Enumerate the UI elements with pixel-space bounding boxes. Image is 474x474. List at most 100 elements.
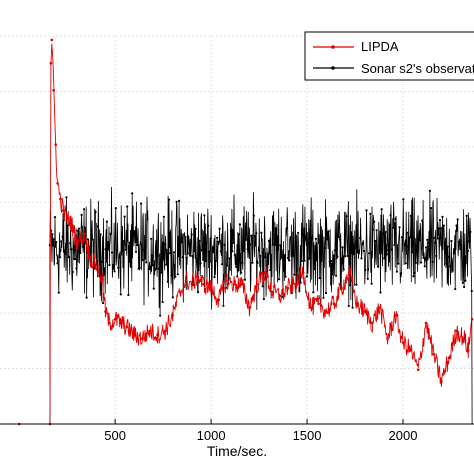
data-point-sonar [371,228,374,231]
data-point-sonar [289,236,292,239]
data-point-sonar [437,227,440,230]
x-tick-label: 1500 [293,428,322,443]
data-point-sonar [274,243,277,246]
data-point-sonar [107,241,110,244]
data-point-sonar [385,253,388,256]
data-point-sonar [411,251,414,254]
data-point-sonar [231,250,234,253]
legend-marker-lipda [331,45,335,49]
data-point-sonar [142,248,145,251]
data-point-sonar [194,227,197,230]
x-axis-title: Time/sec. [207,443,267,459]
data-point-sonar [432,236,435,239]
data-point-sonar [351,306,354,309]
data-point-sonar [141,258,144,262]
data-point-sonar [345,215,348,218]
data-point-sonar [421,219,424,222]
data-point-sonar [259,254,262,257]
data-point-sonar [56,262,59,265]
data-point-sonar [321,241,324,244]
data-point-sonar [181,256,184,259]
legend-box [304,31,474,81]
data-point-sonar [143,257,146,260]
data-point-sonar [134,250,138,253]
data-point-sonar [359,237,362,240]
data-point-sonar [452,252,455,255]
data-point-sonar [77,227,81,230]
data-point-lipda [271,290,274,294]
data-point-sonar [199,262,202,265]
data-point-lipda [49,61,53,65]
data-point-sonar [399,272,402,275]
data-point-sonar [436,237,439,240]
data-point-sonar [232,241,235,244]
data-point-sonar [275,228,278,231]
data-point-sonar [388,260,391,263]
data-point-sonar [150,237,153,240]
data-point-sonar [450,239,453,243]
data-point-sonar [222,304,225,307]
data-point-sonar [465,214,468,217]
data-point-sonar [311,237,314,240]
data-point-sonar [103,268,106,271]
data-point-sonar [195,258,198,261]
data-point-sonar [198,239,201,242]
data-point-sonar [117,266,120,269]
data-point-sonar [100,260,103,263]
data-point-sonar [94,211,97,214]
data-point-lipda [401,341,405,344]
series-line-lipda [0,43,473,425]
x-tick-label: 1000 [197,428,226,443]
data-point-sonar [390,248,393,251]
data-point-sonar [242,250,245,253]
data-point-lipda [133,333,136,337]
data-point-sonar [226,264,229,267]
data-point-sonar [156,254,159,257]
data-point-sonar [64,252,67,255]
data-point-sonar [152,287,155,290]
data-point-sonar [278,278,281,281]
data-point-sonar [403,243,406,246]
data-point-sonar [308,257,311,260]
data-point-lipda [65,217,69,220]
data-point-sonar [418,239,421,242]
data-point-sonar [285,227,288,230]
data-point-sonar [84,227,87,230]
data-point-sonar [71,270,74,274]
data-point-sonar [203,214,206,217]
data-point-sonar [295,269,298,272]
data-point-sonar [293,273,296,276]
data-point-lipda [100,275,103,278]
data-point-sonar [327,230,330,233]
data-point-sonar [360,257,363,260]
data-point-sonar [118,256,121,259]
data-point-sonar [333,249,336,252]
data-point-lipda [202,283,205,286]
data-point-sonar [341,246,344,249]
data-point-lipda [317,302,320,306]
data-point-sonar [245,238,248,241]
data-point-sonar [445,262,448,265]
data-point-sonar [167,198,171,201]
data-point-sonar [175,200,178,203]
data-point-lipda [119,321,123,325]
data-point-sonar [356,251,359,254]
data-point-lipda [294,283,297,286]
data-point-lipda [94,263,98,267]
data-point-sonar [124,248,127,251]
data-point-sonar [127,293,130,297]
data-point-sonar [241,261,244,264]
data-point-sonar [430,207,433,210]
data-point-sonar [376,265,379,268]
data-point-sonar [316,256,319,259]
data-point-lipda [409,349,413,352]
data-point-sonar [254,234,257,237]
data-point-sonar [454,287,457,291]
data-point-sonar [361,243,364,246]
data-point-lipda [50,38,54,42]
data-point-sonar [250,234,253,237]
data-point-sonar [279,244,282,247]
data-point-lipda [286,286,290,290]
legend-label-lipda: LIPDA [361,39,399,54]
